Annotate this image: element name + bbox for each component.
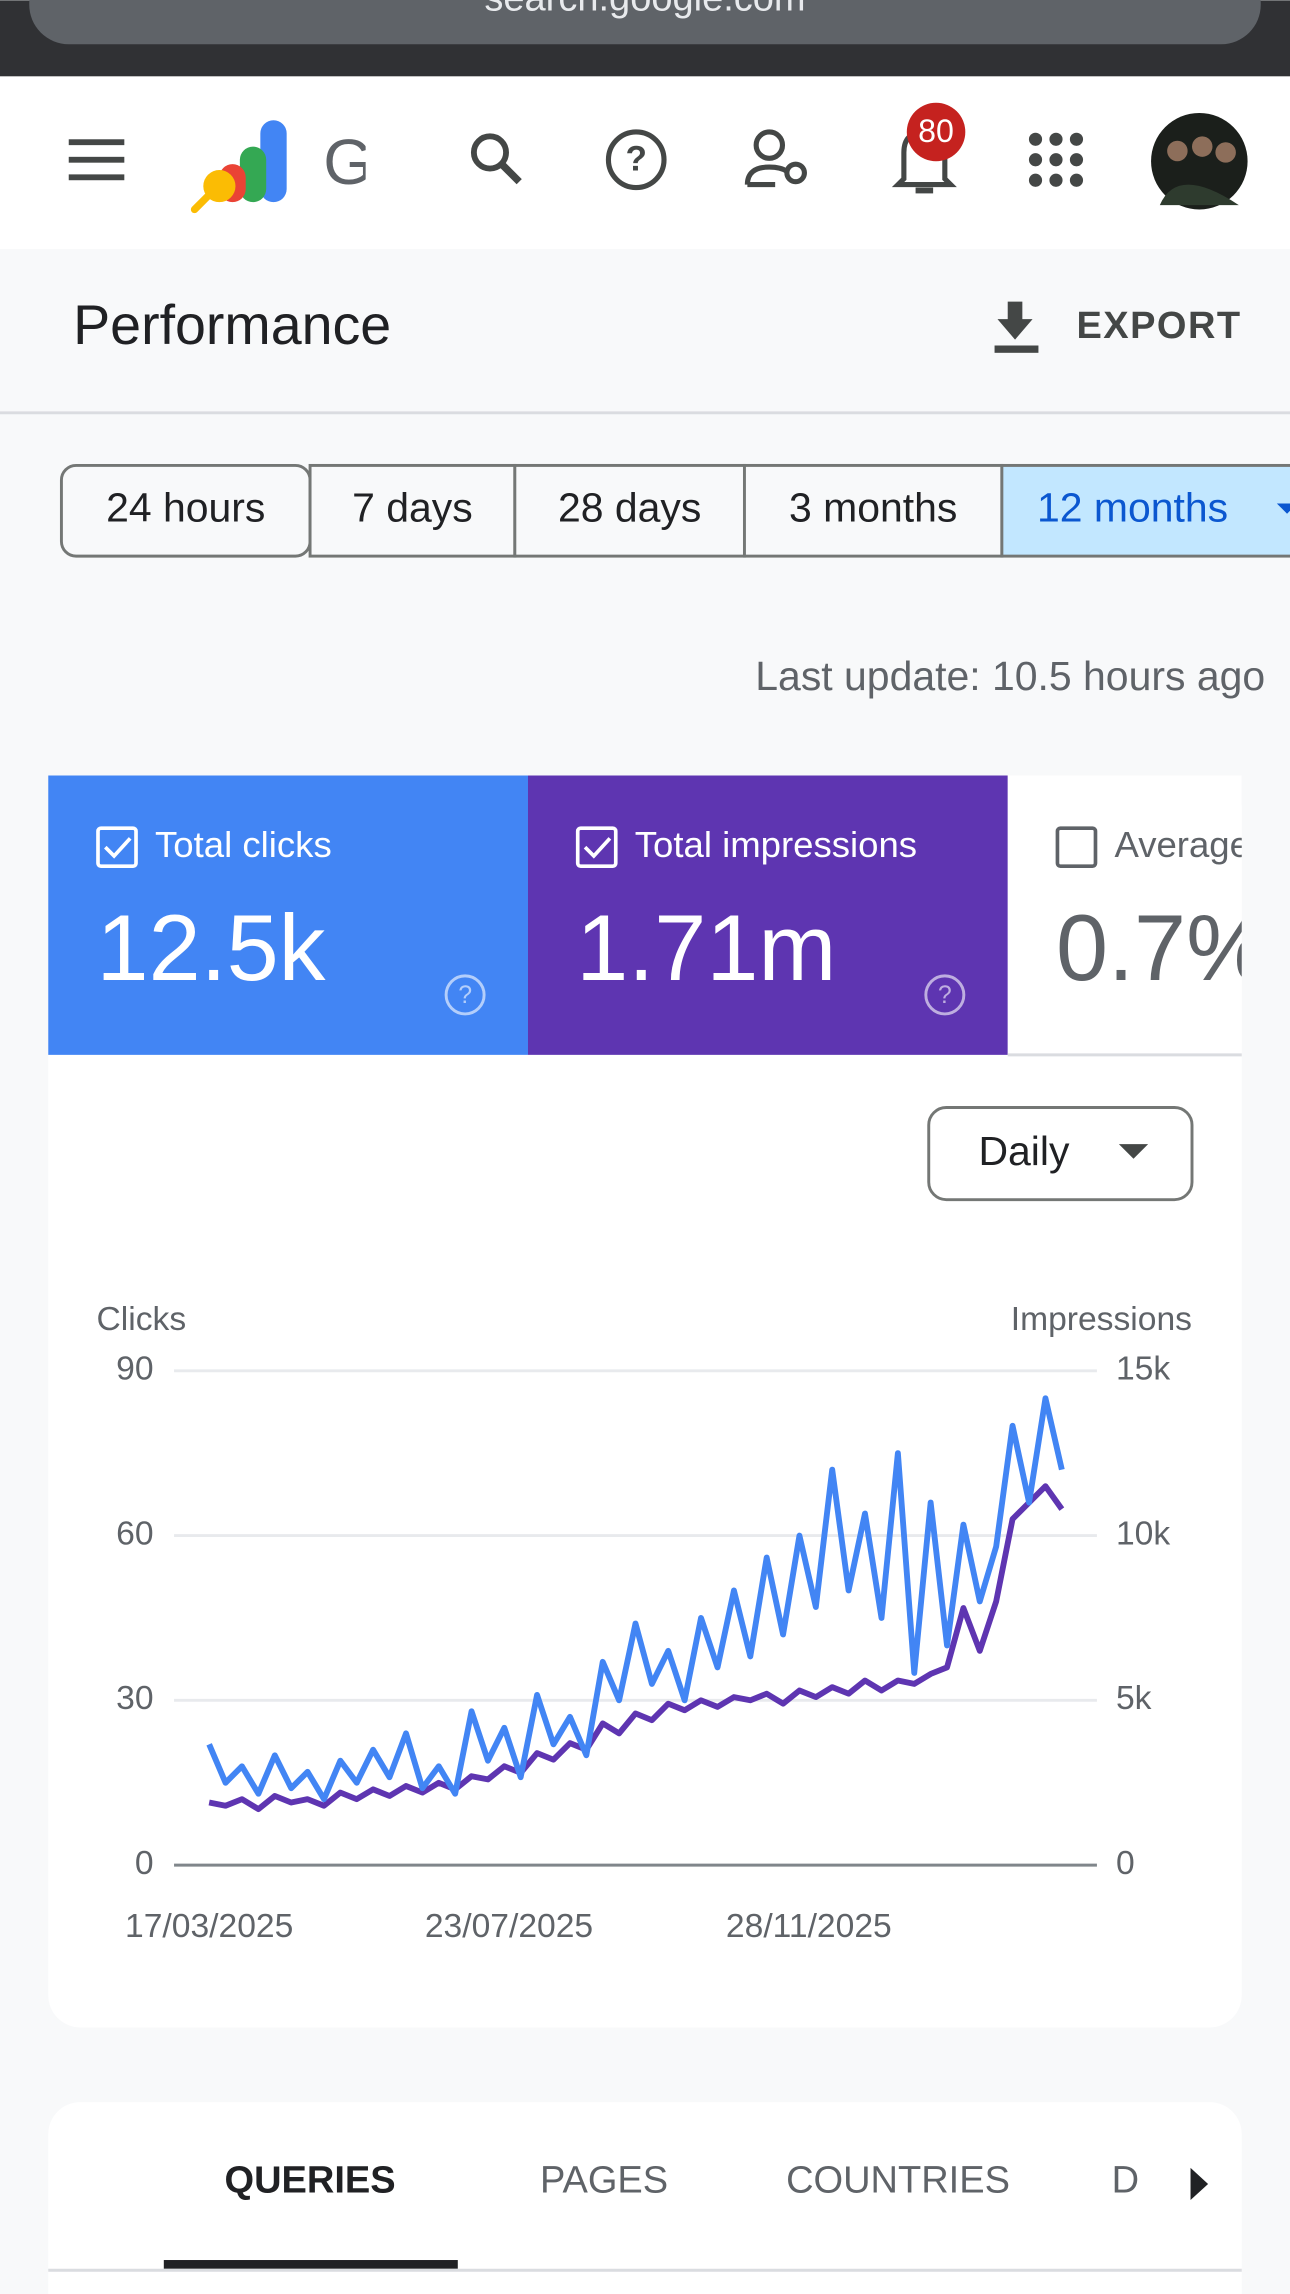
- last-update: Last update: 10.5 hours ago: [755, 653, 1265, 699]
- logo-fade: [365, 117, 425, 206]
- svg-text:?: ?: [626, 139, 647, 178]
- date-range-label: 7 days: [352, 485, 473, 531]
- x-tick-label: 23/07/2025: [425, 1908, 593, 1945]
- apps-icon[interactable]: [1028, 132, 1084, 187]
- y2-axis-title: Impressions: [1011, 1301, 1192, 1338]
- dropdown-caret: [1118, 1144, 1149, 1159]
- tab[interactable]: QUERIES: [225, 2160, 396, 2202]
- export-icon[interactable]: [994, 301, 1039, 353]
- tabs-next-arrow[interactable]: [1190, 2167, 1209, 2201]
- metric-tile-bg: [48, 775, 528, 1055]
- metric-tiles: Total clicks 12.5k ? Total impressions 1.71m…: [48, 775, 1270, 1057]
- page-title: Performance: [73, 294, 391, 356]
- notification-badge: 80: [918, 113, 954, 149]
- menu-icon[interactable]: [68, 139, 125, 181]
- y2-tick-label: 0: [1116, 1845, 1135, 1882]
- y2-tick-label: 10k: [1116, 1515, 1170, 1552]
- help-icon[interactable]: ?: [605, 129, 667, 191]
- metric-value: 12.5k: [97, 895, 326, 1000]
- metric-tile[interactable]: Total impressions 1.71m?: [527, 775, 1008, 1055]
- metric-checkbox: [96, 826, 138, 869]
- date-range-label: 12 months: [1037, 485, 1228, 531]
- date-range-button[interactable]: [513, 463, 746, 558]
- tab[interactable]: D: [1112, 2160, 1139, 2202]
- metric-check: [583, 837, 612, 859]
- series-line: [206, 1395, 1065, 1803]
- y-tick-label: 60: [116, 1515, 153, 1552]
- metric-checkbox: [575, 826, 618, 869]
- y-tick-label: 30: [116, 1680, 153, 1717]
- date-range-caret: [1276, 503, 1290, 514]
- tab[interactable]: PAGES: [540, 2160, 668, 2202]
- metric-help: [444, 974, 486, 1016]
- y2-tick-label: 5k: [1116, 1680, 1152, 1717]
- logo-text: G: [323, 126, 373, 198]
- date-range-label: 24 hours: [106, 485, 265, 531]
- export-button[interactable]: EXPORT: [1076, 305, 1241, 347]
- metric-help: [924, 974, 966, 1016]
- y-tick-label: 0: [135, 1845, 154, 1882]
- user-settings-icon[interactable]: [744, 129, 807, 188]
- metric-value: 1.71m: [576, 895, 836, 1000]
- notifications-icon[interactable]: [891, 102, 966, 194]
- metric-help-mark: ?: [938, 981, 952, 1009]
- metric-tile-bg: [1007, 775, 1242, 1055]
- tab-indicator: [163, 2260, 458, 2269]
- date-range-button[interactable]: [1000, 463, 1290, 558]
- x-tick-label: 17/03/2025: [125, 1908, 293, 1945]
- metric-help-mark: ?: [458, 981, 472, 1009]
- chart-card: [48, 775, 1242, 2028]
- date-range-group: 24 hours 7 days 28 days 3 months 12 months: [59, 463, 1290, 558]
- y2-tick-label: 15k: [1116, 1351, 1170, 1388]
- interval-label: Daily: [978, 1128, 1070, 1174]
- avatar[interactable]: [1151, 112, 1248, 210]
- url-bar[interactable]: [29, 0, 1261, 45]
- series-line: [208, 1483, 1065, 1813]
- tabs: QUERIES PAGES COUNTRIES D: [163, 2160, 1139, 2269]
- date-range-label: 3 months: [789, 485, 957, 531]
- y-axis-title: Clicks: [97, 1301, 187, 1338]
- x-tick-label: 28/11/2025: [726, 1908, 892, 1945]
- logo: [190, 120, 287, 214]
- url: search.google.com: [484, 0, 805, 19]
- metric-tile[interactable]: Total clicks 12.5k?: [48, 775, 528, 1055]
- interval-dropdown[interactable]: [927, 1106, 1194, 1202]
- tabs-card: [48, 2102, 1242, 2294]
- metric-tile[interactable]: Average 0.7%: [1007, 775, 1270, 1055]
- metric-label: Total impressions: [635, 824, 917, 865]
- tab[interactable]: COUNTRIES: [786, 2160, 1010, 2202]
- metric-value: 0.7%: [1056, 895, 1269, 1000]
- y-tick-label: 90: [116, 1351, 153, 1388]
- search-icon[interactable]: [470, 133, 522, 185]
- metric-label: Average: [1114, 824, 1249, 865]
- date-range-label: 28 days: [558, 485, 701, 531]
- metric-checkbox: [1055, 826, 1098, 869]
- metric-tile-bg: [527, 775, 1008, 1055]
- metric-check: [104, 837, 132, 859]
- plot: 0 30 60 90 0 5k 10k 15k 17/03/2025 23/07/2025 28/1…: [116, 1351, 1170, 1945]
- metric-label: Total clicks: [155, 824, 332, 865]
